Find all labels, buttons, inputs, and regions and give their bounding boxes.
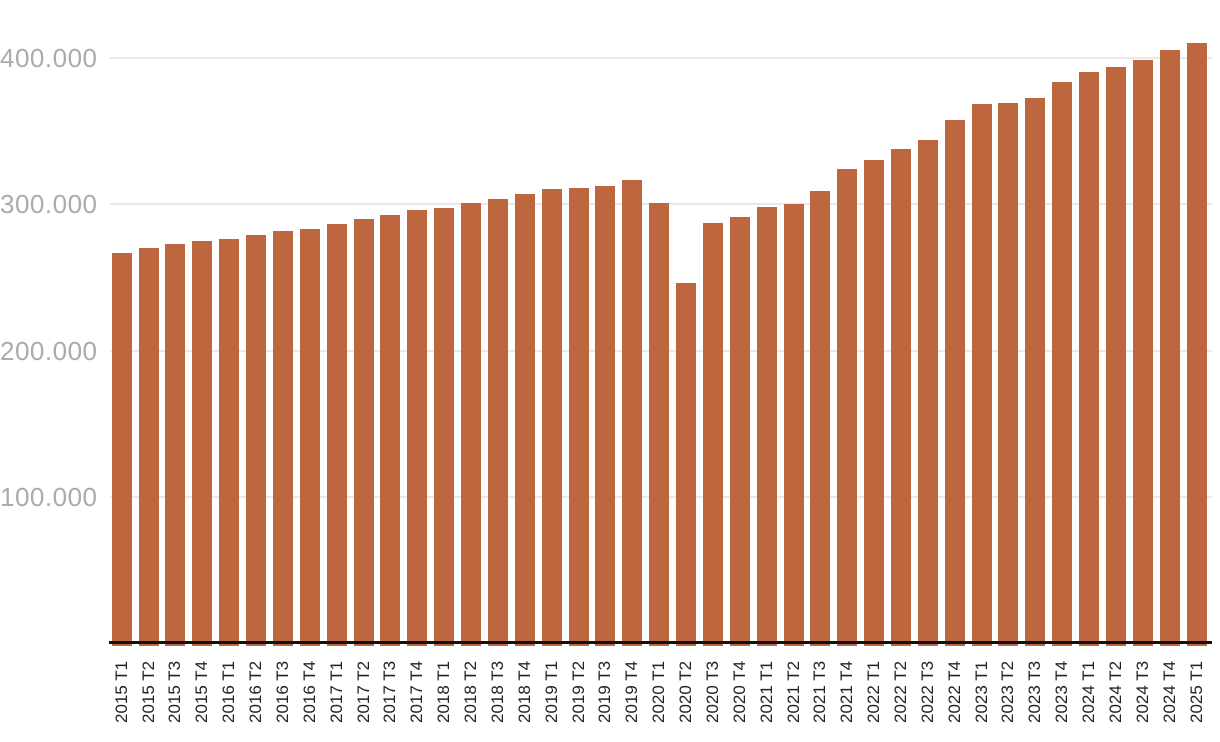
bar-2025 T1[interactable]: [1186, 42, 1207, 646]
bar-2024 T2[interactable]: [1105, 67, 1126, 646]
x-tick-label: 2018 T4: [514, 660, 534, 723]
x-tick-label: 2024 T3: [1132, 660, 1152, 723]
y-tick-label: 100.000: [0, 481, 98, 512]
x-tick-label: 2015 T1: [111, 660, 131, 723]
bar-2020 T1[interactable]: [649, 202, 670, 646]
bar-2020 T2[interactable]: [676, 282, 696, 646]
x-tick-label: 2017 T2: [353, 660, 373, 723]
x-tick-label: 2018 T3: [487, 660, 507, 723]
bar-2021 T3[interactable]: [810, 190, 831, 646]
x-tick-label: 2015 T4: [192, 660, 212, 723]
bar-2015 T4[interactable]: [192, 240, 213, 646]
bar-2022 T4[interactable]: [944, 119, 965, 646]
bar-2018 T2[interactable]: [461, 202, 481, 646]
x-tick-label: 2025 T1: [1186, 660, 1206, 723]
bar-2015 T2[interactable]: [138, 248, 159, 646]
bar-2021 T2[interactable]: [783, 203, 804, 646]
bar-2021 T1[interactable]: [756, 207, 777, 646]
x-tick-label: 2020 T1: [649, 660, 669, 723]
y-tick-label: 400.000: [0, 43, 98, 74]
bar-2023 T1[interactable]: [971, 103, 992, 646]
x-tick-label: 2023 T4: [1052, 660, 1072, 723]
bar-2021 T4[interactable]: [837, 169, 858, 646]
bar-2016 T1[interactable]: [219, 238, 240, 646]
bar-2019 T4[interactable]: [622, 180, 643, 646]
x-tick-label: 2018 T1: [434, 660, 454, 723]
x-tick-label: 2019 T1: [541, 660, 561, 723]
x-tick-label: 2017 T1: [326, 660, 346, 723]
x-tick-label: 2020 T3: [702, 660, 722, 723]
bar-2017 T2[interactable]: [353, 219, 374, 646]
bar-2020 T3[interactable]: [702, 222, 723, 646]
x-tick-label: 2021 T1: [756, 660, 776, 723]
x-tick-label: 2024 T4: [1159, 660, 1179, 723]
x-tick-label: 2016 T1: [219, 660, 239, 723]
bar-2023 T3[interactable]: [1025, 97, 1046, 646]
gridline-400.000: [110, 57, 1212, 60]
x-tick-label: 2016 T4: [299, 660, 319, 723]
x-tick-label: 2021 T4: [837, 660, 857, 723]
bar-2023 T4[interactable]: [1052, 81, 1073, 646]
x-axis-line: [109, 641, 1212, 644]
bar-2019 T1[interactable]: [541, 189, 562, 646]
x-tick-label: 2015 T3: [165, 660, 185, 723]
x-tick-label: 2022 T4: [944, 660, 964, 723]
bar-2019 T3[interactable]: [595, 186, 616, 646]
x-tick-label: 2016 T3: [272, 660, 292, 723]
bar-2018 T1[interactable]: [434, 208, 455, 646]
bar-2019 T2[interactable]: [568, 188, 589, 646]
x-tick-label: 2019 T3: [595, 660, 615, 723]
bar-2024 T4[interactable]: [1159, 50, 1180, 646]
y-tick-label: 200.000: [0, 335, 98, 366]
x-tick-label: 2016 T2: [246, 660, 266, 723]
bar-2015 T1[interactable]: [111, 252, 132, 646]
bar-2016 T3[interactable]: [272, 231, 293, 646]
x-tick-label: 2020 T4: [729, 660, 749, 723]
x-tick-label: 2024 T2: [1105, 660, 1125, 723]
bar-2016 T2[interactable]: [246, 235, 267, 646]
bar-2017 T3[interactable]: [380, 214, 401, 646]
x-tick-label: 2019 T4: [622, 660, 642, 723]
bar-2018 T4[interactable]: [514, 194, 535, 646]
x-tick-label: 2017 T3: [380, 660, 400, 723]
bar-2020 T4[interactable]: [729, 216, 750, 646]
bar-2022 T3[interactable]: [917, 140, 938, 646]
x-tick-label: 2023 T2: [998, 660, 1018, 723]
x-tick-label: 2017 T4: [407, 660, 427, 723]
bar-2015 T3[interactable]: [165, 243, 186, 646]
bar-2024 T1[interactable]: [1079, 72, 1099, 646]
x-tick-label: 2024 T1: [1079, 660, 1098, 723]
bar-2017 T1[interactable]: [326, 224, 347, 646]
bar-2024 T3[interactable]: [1132, 60, 1153, 646]
x-tick-label: 2022 T1: [864, 660, 884, 723]
x-tick-label: 2022 T3: [917, 660, 937, 723]
x-tick-label: 2021 T3: [810, 660, 830, 723]
bar-2017 T4[interactable]: [407, 209, 428, 646]
y-tick-label: 300.000: [0, 189, 98, 220]
bar-2018 T3[interactable]: [487, 199, 508, 646]
bar-2016 T4[interactable]: [299, 228, 320, 646]
bar-2022 T1[interactable]: [864, 159, 885, 646]
x-tick-label: 2023 T1: [971, 660, 991, 723]
x-tick-label: 2020 T2: [676, 660, 695, 723]
x-tick-label: 2023 T3: [1025, 660, 1045, 723]
x-tick-label: 2015 T2: [138, 660, 158, 723]
x-tick-label: 2022 T2: [890, 660, 910, 723]
bar-2022 T2[interactable]: [890, 148, 911, 646]
x-tick-label: 2019 T2: [568, 660, 588, 723]
bar-2023 T2[interactable]: [998, 102, 1019, 646]
x-tick-label: 2018 T2: [461, 660, 480, 723]
x-tick-label: 2021 T2: [783, 660, 803, 723]
